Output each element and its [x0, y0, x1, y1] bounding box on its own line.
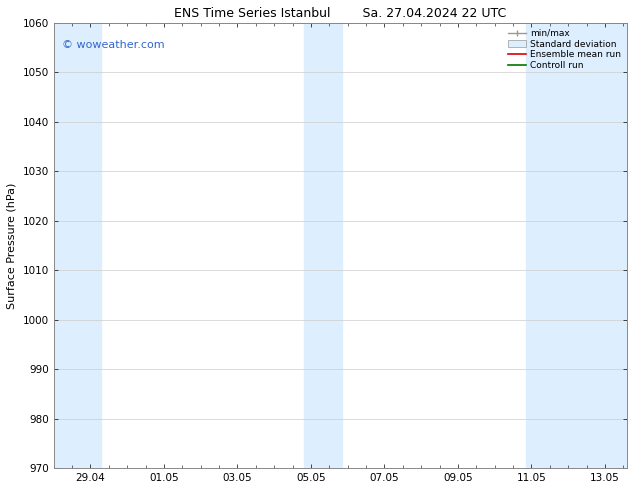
Bar [304, 23, 342, 468]
Title: ENS Time Series Istanbul        Sa. 27.04.2024 22 UTC: ENS Time Series Istanbul Sa. 27.04.2024 … [174, 7, 507, 20]
Text: © woweather.com: © woweather.com [62, 40, 165, 50]
Bar [54, 23, 101, 468]
Y-axis label: Surface Pressure (hPa): Surface Pressure (hPa) [7, 182, 17, 309]
Bar [526, 23, 627, 468]
Legend: min/max, Standard deviation, Ensemble mean run, Controll run: min/max, Standard deviation, Ensemble me… [507, 27, 623, 72]
